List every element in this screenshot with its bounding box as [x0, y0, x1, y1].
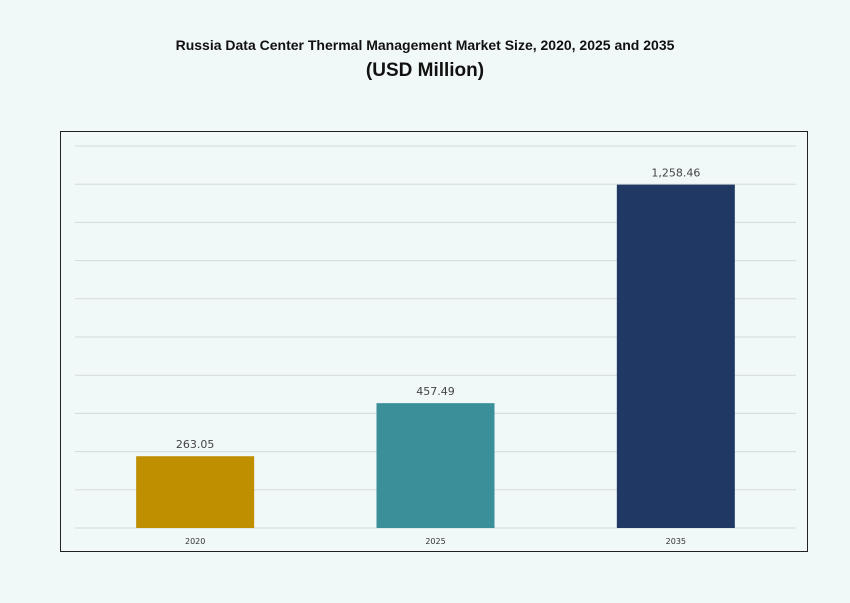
x-tick-label-2025: 2025 — [425, 537, 445, 546]
bar-2020 — [136, 456, 255, 528]
data-label-2025: 457.49 — [416, 385, 455, 398]
bar-2025 — [376, 403, 495, 528]
x-tick-label-2020: 2020 — [185, 537, 205, 546]
x-tick-label-2035: 2035 — [666, 537, 686, 546]
plot-frame — [60, 131, 808, 552]
chart-subtitle: (USD Million) — [365, 60, 485, 81]
data-label-2020: 263.05 — [176, 438, 215, 451]
chart-title: Russia Data Center Thermal Management Ma… — [175, 37, 675, 53]
data-label-2035: 1,258.46 — [651, 167, 700, 180]
bar-2035 — [616, 184, 735, 529]
